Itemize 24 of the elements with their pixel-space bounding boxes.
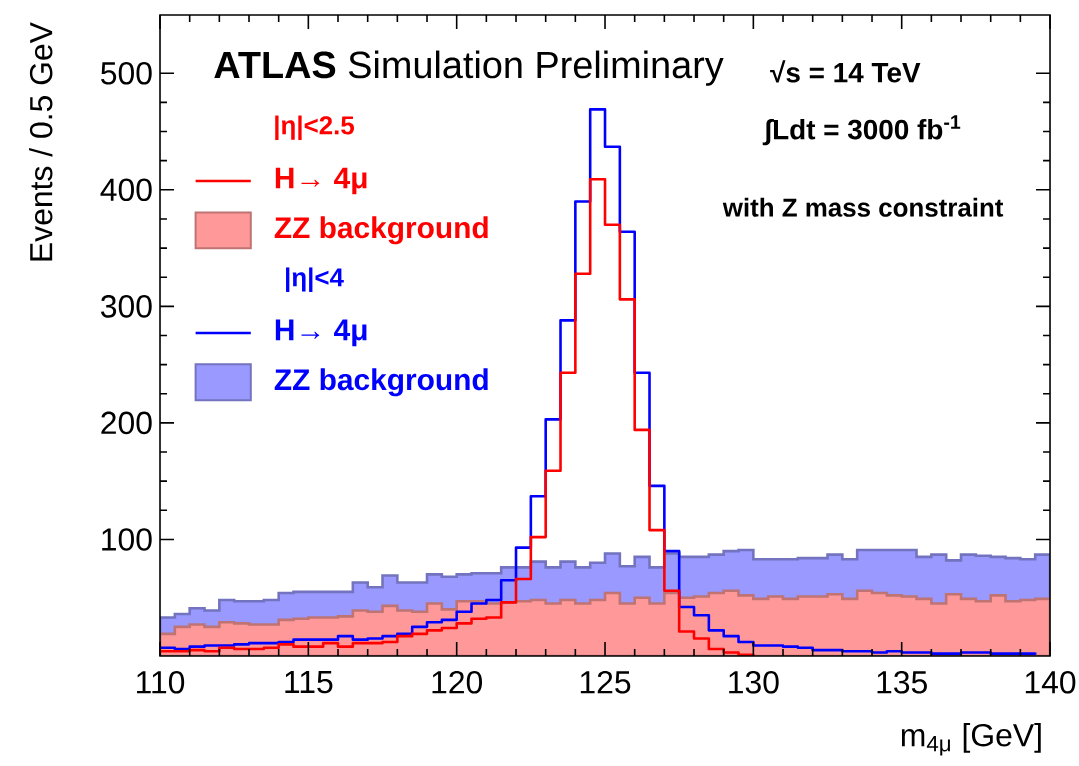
annotation: √s = 14 TeV: [770, 60, 921, 83]
x-tick-label: 140: [1025, 671, 1076, 694]
legend-label: ZZ background: [274, 216, 488, 245]
y-tick-label: 500: [101, 61, 152, 85]
x-tick-label: 130: [729, 671, 779, 694]
y-axis-title: Events / 0.5 GeV: [29, 22, 53, 261]
x-axis-title: m$_{4μ}$ [GeV]: [901, 723, 1041, 756]
y-tick-label: 100: [102, 528, 152, 551]
x-tick-label: 125: [580, 671, 631, 694]
x-tick-label: 120: [432, 671, 483, 694]
annotation: |η|<4: [286, 267, 344, 292]
legend-label: H→ 4μ: [275, 167, 367, 195]
text: ATLAS Simulation Preliminary: [214, 50, 724, 86]
x-tick-label: 135: [877, 671, 927, 694]
x-tick-label: 110: [137, 671, 185, 694]
y-tick-label: 200: [101, 411, 152, 435]
annotation: ∫Ldt = 3000 fb$^{-1}$: [762, 115, 961, 146]
x-tick-label: 115: [285, 671, 333, 694]
y-tick-label: 400: [100, 178, 152, 202]
y-tick-label: 300: [101, 295, 152, 318]
legend-label: ZZ background: [274, 368, 488, 397]
legend-label: H→ 4μ: [275, 319, 367, 347]
annotation: with Z mass constraint: [722, 197, 1004, 217]
annotation: |η|<2.5: [275, 115, 355, 141]
